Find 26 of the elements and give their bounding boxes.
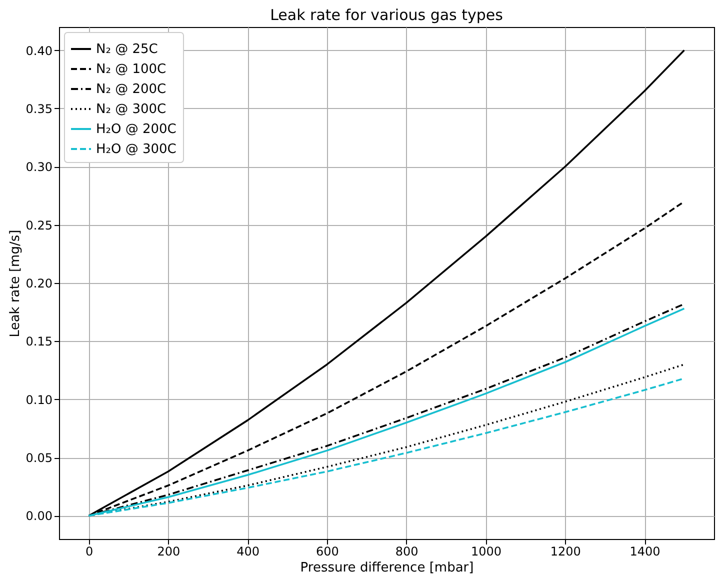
- x-tick-label: 0: [85, 544, 94, 558]
- y-tick-label: 0.20: [26, 276, 52, 290]
- y-tick-label: 0.05: [26, 451, 52, 466]
- y-axis-title: Leak rate [mg/s]: [8, 230, 23, 338]
- x-axis-title: Pressure difference [mbar]: [300, 560, 474, 576]
- y-tick-label: 0.10: [26, 392, 52, 407]
- x-tick-label: 200: [157, 544, 180, 558]
- x-tick-label: 1000: [470, 544, 502, 558]
- x-tick-label: 1400: [630, 544, 660, 558]
- chart-title: Leak rate for various gas types: [270, 6, 504, 24]
- x-tick-label: 800: [395, 544, 418, 558]
- y-tick-label: 0.25: [26, 218, 52, 232]
- x-tick-label: 1200: [550, 544, 581, 558]
- legend-label: N₂ @ 300C: [96, 102, 166, 117]
- y-tick-label: 0.35: [26, 102, 52, 116]
- legend-label: H₂O @ 200C: [96, 122, 176, 137]
- legend-label: N₂ @ 100C: [96, 62, 166, 77]
- y-tick-label: 0.15: [26, 334, 52, 349]
- x-tick-label: 600: [316, 544, 339, 558]
- legend-label: N₂ @ 25C: [96, 42, 158, 57]
- y-tick-label: 0.40: [26, 44, 52, 58]
- y-tick-label: 0.00: [26, 509, 52, 524]
- legend-label: H₂O @ 300C: [96, 142, 176, 157]
- x-tick-label: 400: [236, 544, 260, 558]
- legend-label: N₂ @ 200C: [96, 82, 166, 97]
- y-tick-label: 0.30: [26, 160, 52, 174]
